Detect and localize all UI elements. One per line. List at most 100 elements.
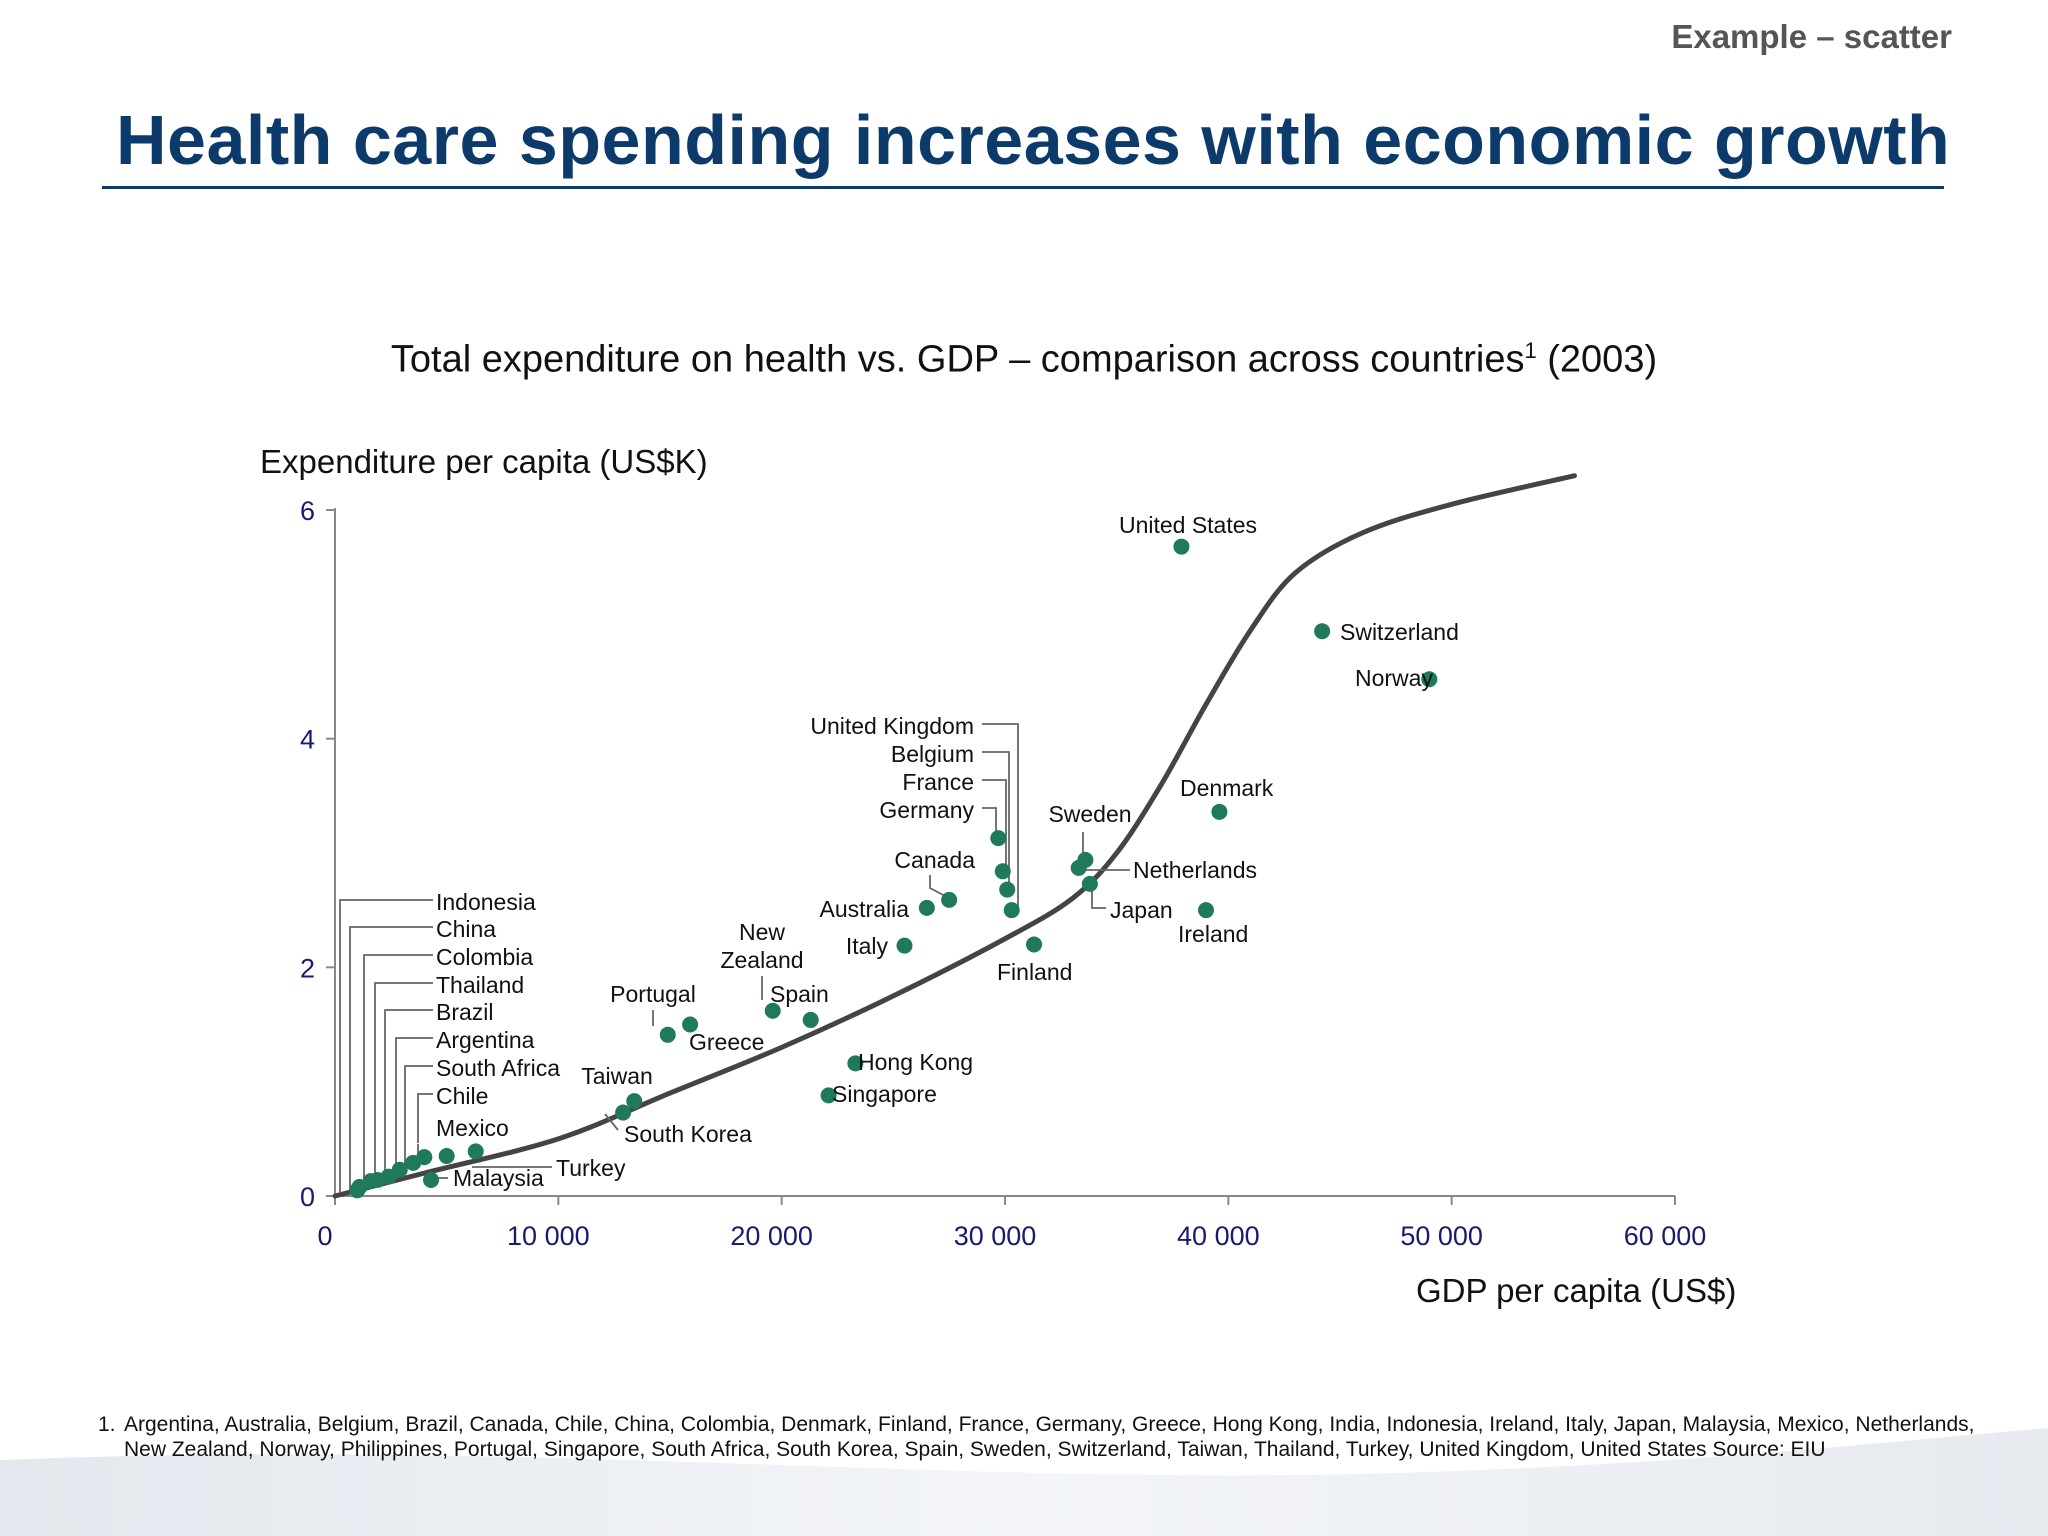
point-label: Germany <box>879 797 974 823</box>
data-point <box>1314 623 1331 640</box>
point-label: Mexico <box>436 1115 509 1141</box>
decorative-swoosh <box>0 1428 2048 1536</box>
data-point <box>1003 902 1020 919</box>
point-label: Brazil <box>436 999 494 1025</box>
x-tick-label: 0 <box>317 1221 332 1251</box>
label-leader-line <box>1091 888 1106 909</box>
point-label: Greece <box>689 1029 764 1055</box>
label-leader-line <box>982 807 997 832</box>
point-label: Ireland <box>1178 921 1248 947</box>
point-label: China <box>436 916 496 942</box>
x-tick-label: 50 000 <box>1400 1221 1483 1251</box>
point-label: Zealand <box>720 947 803 973</box>
label-leader-line <box>404 1065 433 1174</box>
data-point <box>1211 803 1228 820</box>
x-axis-label: GDP per capita (US$) <box>1416 1272 1737 1309</box>
data-point <box>1070 859 1087 876</box>
label-leader-line <box>384 1009 433 1182</box>
label-leader-line <box>349 926 433 1190</box>
footnote-text: Argentina, Australia, Belgium, Brazil, C… <box>124 1413 1975 1461</box>
data-point <box>659 1026 676 1043</box>
slide-title: Health care spending increases with econ… <box>116 101 1951 179</box>
y-axis-label: Expenditure per capita (US$K) <box>260 443 708 480</box>
data-point <box>1173 538 1190 555</box>
footnote: 1. Argentina, Australia, Belgium, Brazil… <box>98 1412 1978 1462</box>
chart-title-text: Total expenditure on health vs. GDP – co… <box>390 338 1525 381</box>
data-point <box>1198 902 1214 919</box>
label-leader-line <box>982 723 1019 912</box>
label-leader-line <box>339 899 433 1192</box>
point-label: Belgium <box>891 741 974 767</box>
point-label: Australia <box>820 896 910 922</box>
point-label: Chile <box>436 1083 488 1109</box>
data-point <box>349 1182 366 1199</box>
point-label: Italy <box>846 933 889 959</box>
point-label: United States <box>1119 512 1257 538</box>
point-label: South Africa <box>436 1055 560 1081</box>
chart-title-footnote-marker: 1 <box>1524 338 1537 363</box>
data-point <box>918 899 935 916</box>
point-label: Thailand <box>436 972 524 998</box>
label-leader-line <box>374 982 433 1186</box>
data-point <box>1421 671 1438 688</box>
point-label: United Kingdom <box>810 713 974 739</box>
data-point <box>896 937 913 954</box>
chart-title: Total expenditure on health vs. GDP – co… <box>0 338 2048 382</box>
point-label: Netherlands <box>1133 857 1257 883</box>
point-label: Finland <box>997 959 1072 985</box>
footnote-number: 1. <box>98 1413 116 1436</box>
chart-title-year: (2003) <box>1536 338 1658 381</box>
label-leader-line <box>417 1093 433 1143</box>
data-point <box>990 830 1007 847</box>
point-label: Switzerland <box>1340 619 1459 645</box>
point-label: Indonesia <box>436 889 536 915</box>
label-leader-line <box>604 1113 619 1131</box>
data-point <box>438 1147 455 1164</box>
data-point <box>847 1055 864 1072</box>
point-label: France <box>902 769 974 795</box>
point-label: South Korea <box>624 1121 752 1147</box>
scatter-chart: 0 10 000 20 000 30 000 40 000 50 000 60 000 0 2 4… <box>300 473 1707 1251</box>
label-leader-line <box>395 1037 433 1178</box>
point-label: Argentina <box>436 1027 535 1053</box>
data-point <box>941 891 958 908</box>
data-point <box>405 1154 422 1171</box>
x-tick-label: 30 000 <box>954 1221 1037 1251</box>
point-label: Malaysia <box>453 1165 544 1191</box>
x-tick-label: 10 000 <box>507 1221 590 1251</box>
y-tick-label: 0 <box>300 1182 315 1212</box>
point-label: Taiwan <box>581 1063 653 1089</box>
data-point <box>682 1016 699 1033</box>
point-label: New <box>739 919 785 945</box>
data-point <box>626 1093 643 1110</box>
trend-curve <box>332 473 1577 1199</box>
label-leader-line <box>929 875 946 897</box>
point-label: Portugal <box>610 981 696 1007</box>
point-label: Hong Kong <box>858 1049 973 1075</box>
label-leader-line <box>982 751 1010 890</box>
y-tick-label: 6 <box>300 496 315 526</box>
point-label: Japan <box>1110 897 1173 923</box>
label-leader-line <box>982 779 1007 870</box>
point-label: Canada <box>894 847 975 873</box>
data-point <box>1081 875 1098 892</box>
x-tick-label: 40 000 <box>1177 1221 1260 1251</box>
data-point <box>820 1087 837 1104</box>
title-divider <box>102 186 1944 189</box>
point-label: Sweden <box>1048 801 1131 827</box>
data-point <box>615 1104 632 1121</box>
point-label: Norway <box>1355 665 1433 691</box>
data-point <box>802 1011 819 1028</box>
example-tag: Example – scatter <box>1671 18 1952 55</box>
data-point <box>999 881 1016 898</box>
point-label: Singapore <box>832 1081 937 1107</box>
data-point <box>1026 936 1043 953</box>
point-label: Denmark <box>1180 775 1274 801</box>
data-point <box>423 1171 440 1188</box>
label-leader-line <box>363 954 433 1188</box>
y-tick-label: 4 <box>300 725 315 755</box>
data-point <box>994 863 1011 880</box>
data-point <box>467 1143 484 1160</box>
x-tick-label: 60 000 <box>1624 1221 1707 1251</box>
point-label: Spain <box>770 981 829 1007</box>
